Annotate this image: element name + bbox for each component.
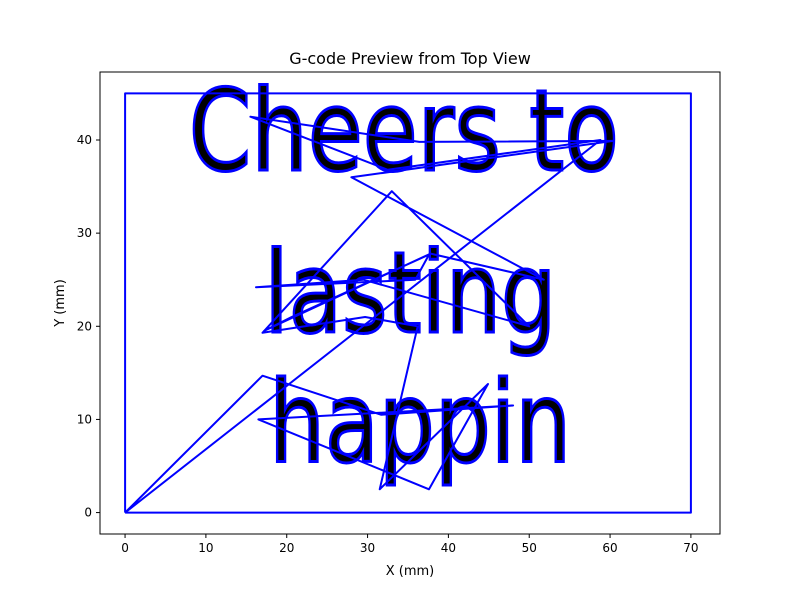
- y-tick-label: 0: [84, 506, 92, 520]
- boundary-path: [124, 92, 692, 514]
- plot-frame: [99, 71, 721, 535]
- x-tick-label: 70: [683, 541, 698, 555]
- y-tick-label: 30: [77, 226, 92, 240]
- x-tick-label: 30: [360, 541, 375, 555]
- x-tick-label: 10: [198, 541, 213, 555]
- plot-area: Cheers to lasting happin: [124, 72, 692, 514]
- y-tick-label: 20: [77, 319, 92, 333]
- toolpath-line: [124, 115, 615, 514]
- x-tick-label: 50: [522, 541, 537, 555]
- chart-title: G-code Preview from Top View: [289, 49, 531, 68]
- y-axis: 0 10 20 30 40: [77, 133, 100, 520]
- x-tick-label: 0: [121, 541, 129, 555]
- y-axis-label: Y (mm): [53, 279, 68, 328]
- x-axis: 0 10 20 30 40 50 60 70: [121, 534, 699, 555]
- x-tick-label: 60: [602, 541, 617, 555]
- x-tick-label: 20: [279, 541, 294, 555]
- engraved-text-line-3: happin: [269, 358, 571, 488]
- y-tick-label: 40: [77, 133, 92, 147]
- x-tick-label: 40: [441, 541, 456, 555]
- y-tick-label: 10: [77, 412, 92, 426]
- x-axis-label: X (mm): [386, 564, 435, 579]
